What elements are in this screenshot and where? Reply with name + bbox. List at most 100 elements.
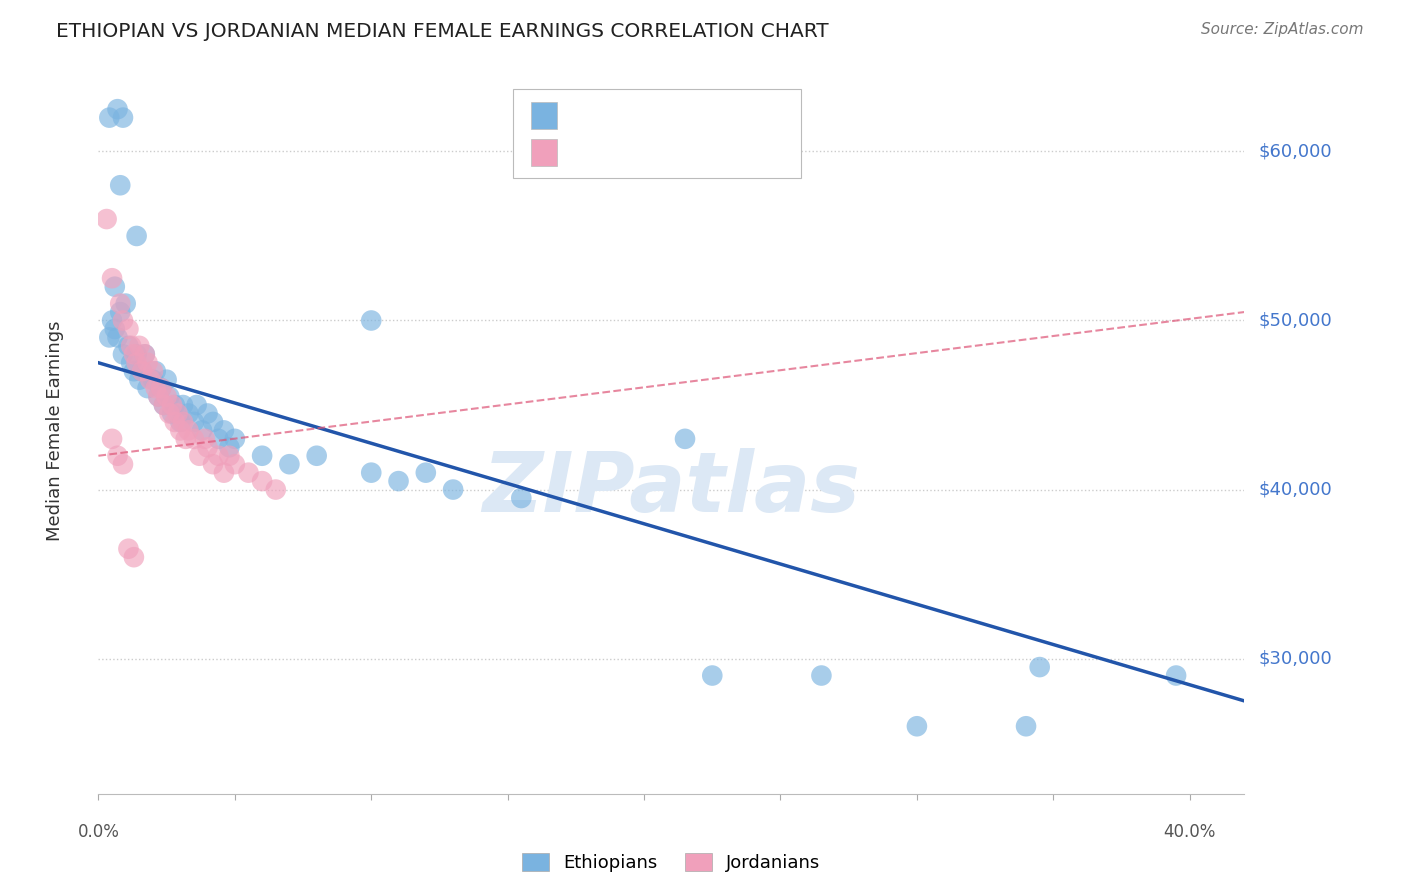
Point [157, 390, 180, 404]
Point [197, 440, 219, 454]
Text: $50,000: $50,000 [1258, 311, 1331, 329]
Point [101, 432, 124, 446]
Point [136, 381, 159, 395]
Point [387, 474, 409, 488]
Point [1028, 660, 1050, 674]
Point [169, 424, 191, 438]
Point [148, 390, 170, 404]
Point [114, 296, 136, 310]
Text: $40,000: $40,000 [1258, 481, 1331, 499]
Point [136, 356, 159, 370]
Point [169, 415, 191, 429]
Point [673, 432, 696, 446]
Point [110, 178, 132, 193]
Point [188, 449, 211, 463]
Text: N = 58: N = 58 [696, 106, 754, 124]
Point [207, 449, 229, 463]
Point [702, 668, 724, 682]
Point [150, 381, 173, 395]
Point [360, 466, 382, 480]
Point [125, 229, 148, 244]
Point [166, 407, 188, 421]
Point [174, 432, 197, 446]
Point [156, 390, 179, 404]
Point [150, 381, 173, 395]
Point [111, 457, 134, 471]
Point [156, 373, 179, 387]
Text: R = 0.052: R = 0.052 [567, 144, 650, 161]
Text: N = 44: N = 44 [696, 144, 754, 161]
Point [163, 398, 186, 412]
Point [142, 373, 165, 387]
Point [111, 313, 134, 327]
Point [142, 364, 165, 378]
Point [101, 313, 124, 327]
Point [212, 424, 235, 438]
Point [107, 330, 129, 344]
Point [163, 415, 186, 429]
Point [207, 432, 229, 446]
Point [120, 339, 142, 353]
Point [212, 466, 235, 480]
Text: 0.0%: 0.0% [77, 823, 120, 841]
Point [134, 347, 156, 361]
Point [110, 296, 132, 310]
Text: ZIPatlas: ZIPatlas [482, 448, 860, 529]
Point [305, 449, 328, 463]
Point [134, 347, 156, 361]
Point [202, 457, 225, 471]
Point [278, 457, 301, 471]
Point [810, 668, 832, 682]
Point [153, 398, 176, 412]
Point [224, 432, 246, 446]
Point [186, 398, 208, 412]
Point [122, 347, 145, 361]
Point [160, 398, 183, 412]
Point [131, 364, 153, 378]
Point [104, 322, 127, 336]
Point [172, 398, 194, 412]
Point [128, 373, 150, 387]
Text: 40.0%: 40.0% [1164, 823, 1216, 841]
Point [148, 390, 170, 404]
Point [111, 347, 134, 361]
Point [250, 449, 273, 463]
Point [122, 550, 145, 565]
Point [172, 415, 194, 429]
Point [153, 398, 176, 412]
Point [415, 466, 437, 480]
Point [125, 356, 148, 370]
Point [128, 339, 150, 353]
Point [250, 474, 273, 488]
Point [117, 322, 139, 336]
Point [441, 483, 464, 497]
Point [145, 381, 167, 395]
Point [510, 491, 533, 505]
Point [264, 483, 287, 497]
Point [96, 212, 118, 227]
Point [218, 440, 240, 454]
Point [145, 364, 167, 378]
Point [131, 364, 153, 378]
Point [107, 449, 129, 463]
Point [139, 373, 162, 387]
Point [905, 719, 928, 733]
Point [360, 313, 382, 327]
Point [191, 424, 214, 438]
Point [122, 364, 145, 378]
Legend: Ethiopians, Jordanians: Ethiopians, Jordanians [515, 846, 828, 880]
Point [110, 305, 132, 319]
Point [125, 347, 148, 361]
Point [101, 271, 124, 285]
Point [183, 415, 205, 429]
Point [238, 466, 260, 480]
Point [117, 339, 139, 353]
Text: Source: ZipAtlas.com: Source: ZipAtlas.com [1201, 22, 1364, 37]
Point [1015, 719, 1038, 733]
Point [120, 356, 142, 370]
Point [117, 541, 139, 556]
Text: R = -0.351: R = -0.351 [567, 106, 657, 124]
Point [224, 457, 246, 471]
Point [177, 424, 200, 438]
Point [104, 279, 127, 293]
